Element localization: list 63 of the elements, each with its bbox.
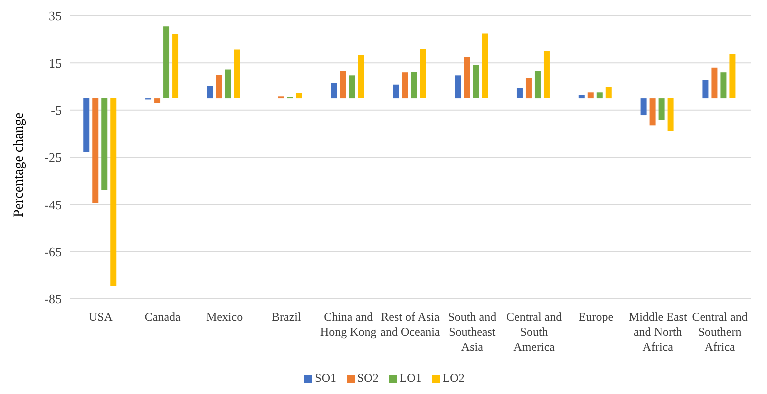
legend-label: SO1 (314, 371, 336, 386)
legend-label: LO1 (398, 371, 422, 386)
bar (349, 76, 356, 99)
x-tick-label: Central and South America (506, 310, 562, 354)
x-tick-label: Central and Southern Africa (692, 310, 748, 354)
x-tick-label: Europe (578, 310, 614, 324)
bar (650, 98, 656, 126)
x-tick-label: Mexico (206, 310, 244, 324)
x-tick-label: Canada (144, 310, 182, 324)
bar (588, 92, 594, 99)
y-tick-label: -45 (44, 197, 62, 212)
bar (164, 26, 170, 99)
bar (606, 87, 612, 99)
bar (216, 75, 222, 99)
bar (668, 98, 674, 132)
bar (110, 98, 117, 286)
legend-label: SO2 (356, 371, 379, 386)
x-tick-label: Rest of Asia and Oceania (380, 310, 441, 339)
bar (420, 49, 426, 99)
bar (464, 58, 470, 99)
bar (640, 98, 647, 116)
x-tick-label: China and Hong Kong (320, 310, 377, 339)
x-tick-label: USA (88, 310, 114, 324)
y-tick-label: -85 (44, 292, 62, 307)
x-tick-label: Middle East and North Africa (628, 310, 688, 354)
y-tick-label: -5 (51, 102, 62, 118)
bar (578, 95, 585, 99)
y-axis-title: Percentage change (12, 112, 27, 218)
y-tick-label: 35 (49, 8, 62, 24)
bar (234, 50, 240, 99)
bar (534, 71, 541, 99)
bar (596, 92, 603, 99)
y-tick-label: 15 (49, 56, 62, 71)
bar (702, 80, 709, 99)
bar (712, 68, 718, 99)
x-tick-label: Brazil (272, 310, 302, 324)
bar (358, 55, 364, 99)
bar (296, 93, 302, 99)
bar (544, 51, 550, 99)
bar (393, 84, 400, 99)
bar (154, 98, 161, 104)
bar (225, 70, 232, 99)
bar (402, 72, 408, 99)
bar (340, 71, 346, 99)
legend-label: LO2 (442, 371, 465, 386)
bar (526, 78, 532, 99)
bar (516, 88, 523, 99)
bar (482, 34, 488, 99)
bar (207, 86, 214, 99)
bar (84, 98, 90, 152)
bar (473, 66, 480, 99)
bar (331, 83, 338, 99)
y-tick-label: -65 (44, 244, 62, 260)
x-tick-label: South and Southeast Asia (448, 310, 497, 354)
bar (720, 72, 727, 99)
bar (455, 76, 462, 99)
bar (92, 98, 99, 204)
bar (658, 98, 665, 120)
bar (730, 54, 736, 99)
bar (102, 98, 108, 190)
bar (411, 72, 418, 99)
bar (172, 34, 179, 99)
y-tick-label: -25 (44, 150, 62, 166)
